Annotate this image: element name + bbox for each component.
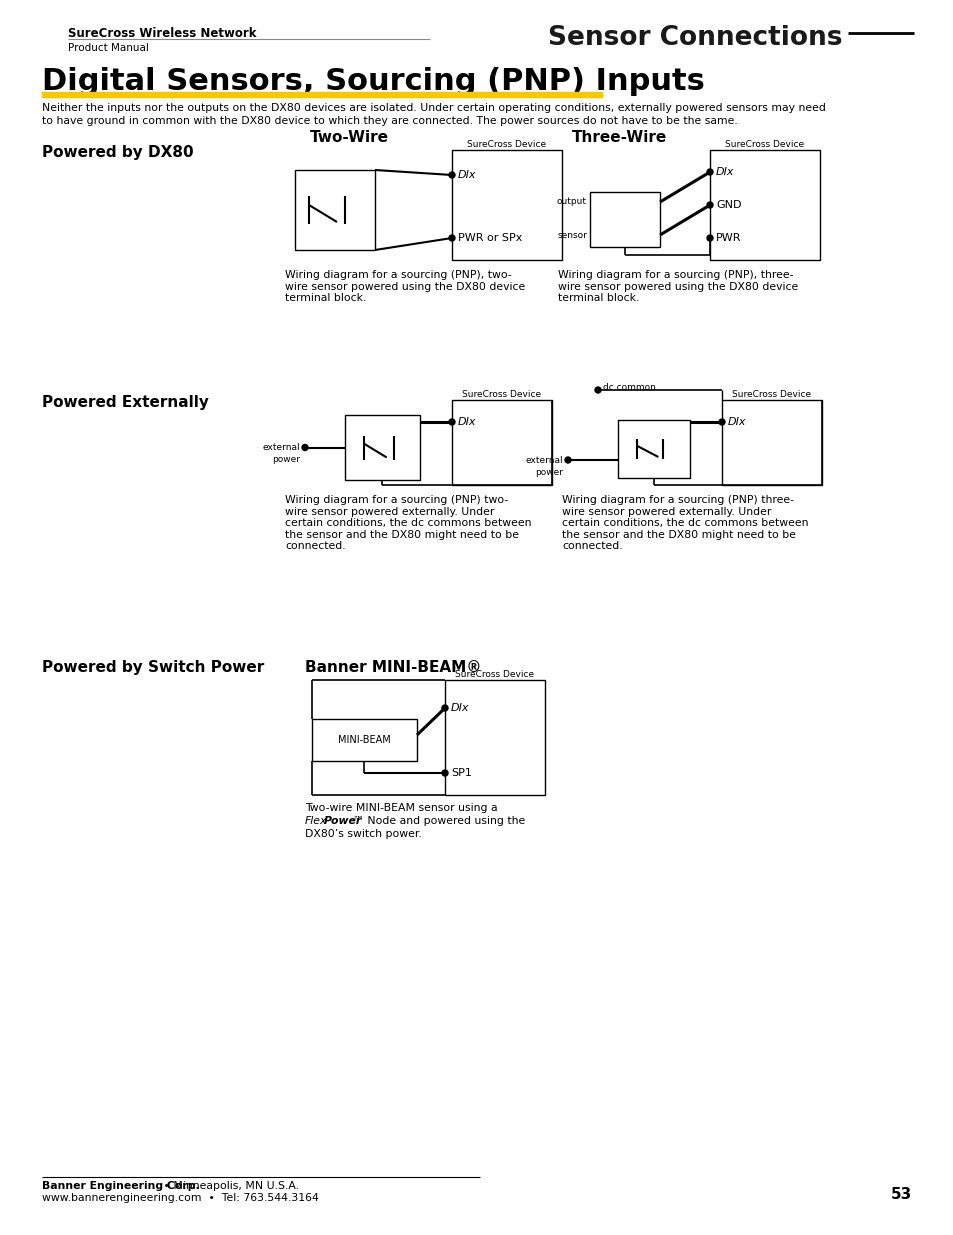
Bar xyxy=(709,149,820,261)
Text: SureCross Device: SureCross Device xyxy=(467,140,546,149)
Bar xyxy=(618,420,689,478)
Text: external: external xyxy=(525,456,562,466)
Text: Banner MINI-BEAM®: Banner MINI-BEAM® xyxy=(305,659,481,676)
Circle shape xyxy=(449,172,455,178)
Text: Two-wire MINI-BEAM sensor using a: Two-wire MINI-BEAM sensor using a xyxy=(305,803,500,813)
Text: external: external xyxy=(262,443,299,452)
Text: power: power xyxy=(535,468,562,477)
Text: Banner Engineering Corp.: Banner Engineering Corp. xyxy=(42,1181,199,1191)
Text: Product Manual: Product Manual xyxy=(68,43,149,53)
Text: SureCross Device: SureCross Device xyxy=(455,671,534,679)
Text: PWR or SPx: PWR or SPx xyxy=(457,233,522,243)
Text: DIx: DIx xyxy=(457,417,476,427)
Text: DX80’s switch power.: DX80’s switch power. xyxy=(305,829,421,839)
Circle shape xyxy=(706,203,712,207)
Text: ™ Node and powered using the: ™ Node and powered using the xyxy=(353,816,525,826)
Text: sensor: sensor xyxy=(557,231,586,240)
Text: DIx: DIx xyxy=(727,417,745,427)
Text: Wiring diagram for a sourcing (PNP), two-
wire sensor powered using the DX80 dev: Wiring diagram for a sourcing (PNP), two… xyxy=(285,270,525,304)
Text: DIx: DIx xyxy=(451,703,469,713)
Text: GND: GND xyxy=(716,200,740,210)
Circle shape xyxy=(706,235,712,241)
Text: • Minneapolis, MN U.S.A.: • Minneapolis, MN U.S.A. xyxy=(160,1181,298,1191)
Circle shape xyxy=(449,235,455,241)
Text: 53: 53 xyxy=(890,1187,911,1202)
Text: Digital Sensors, Sourcing (PNP) Inputs: Digital Sensors, Sourcing (PNP) Inputs xyxy=(42,67,704,96)
Bar xyxy=(452,400,552,485)
Text: Powered by Switch Power: Powered by Switch Power xyxy=(42,659,264,676)
Text: Neither the inputs nor the outputs on the DX80 devices are isolated. Under certa: Neither the inputs nor the outputs on th… xyxy=(42,103,825,112)
Text: Two-Wire: Two-Wire xyxy=(310,130,389,144)
Text: Wiring diagram for a sourcing (PNP) three-
wire sensor powered externally. Under: Wiring diagram for a sourcing (PNP) thre… xyxy=(561,495,807,551)
Text: PWR: PWR xyxy=(716,233,740,243)
Circle shape xyxy=(595,387,600,393)
Circle shape xyxy=(441,705,448,711)
Text: Powered by DX80: Powered by DX80 xyxy=(42,144,193,161)
Bar xyxy=(294,170,375,249)
Text: Powered Externally: Powered Externally xyxy=(42,395,209,410)
Text: Sensor Connections: Sensor Connections xyxy=(547,25,841,51)
Bar xyxy=(312,719,416,761)
Text: Power: Power xyxy=(324,816,362,826)
Text: www.bannerengineering.com  •  Tel: 763.544.3164: www.bannerengineering.com • Tel: 763.544… xyxy=(42,1193,318,1203)
Bar xyxy=(345,415,419,480)
Text: output: output xyxy=(557,198,586,206)
Bar xyxy=(444,680,544,795)
Text: Flex: Flex xyxy=(305,816,327,826)
Circle shape xyxy=(302,445,308,451)
Text: DIx: DIx xyxy=(716,167,734,177)
Circle shape xyxy=(719,419,724,425)
Text: Three-Wire: Three-Wire xyxy=(572,130,666,144)
Circle shape xyxy=(564,457,571,463)
Text: SureCross Wireless Network: SureCross Wireless Network xyxy=(68,27,256,40)
Bar xyxy=(721,400,821,485)
Text: Wiring diagram for a sourcing (PNP) two-
wire sensor powered externally. Under
c: Wiring diagram for a sourcing (PNP) two-… xyxy=(285,495,531,551)
Bar xyxy=(452,149,561,261)
Text: power: power xyxy=(272,456,299,464)
Text: SureCross Device: SureCross Device xyxy=(732,390,811,399)
Text: SP1: SP1 xyxy=(451,768,472,778)
Bar xyxy=(589,191,659,247)
Bar xyxy=(42,91,601,98)
Text: MINI-BEAM: MINI-BEAM xyxy=(337,735,391,745)
Text: SureCross Device: SureCross Device xyxy=(462,390,541,399)
Text: DIx: DIx xyxy=(457,170,476,180)
Text: dc common: dc common xyxy=(602,384,655,393)
Circle shape xyxy=(449,419,455,425)
Text: to have ground in common with the DX80 device to which they are connected. The p: to have ground in common with the DX80 d… xyxy=(42,116,737,126)
Circle shape xyxy=(441,769,448,776)
Text: SureCross Device: SureCross Device xyxy=(724,140,803,149)
Circle shape xyxy=(706,169,712,175)
Text: Wiring diagram for a sourcing (PNP), three-
wire sensor powered using the DX80 d: Wiring diagram for a sourcing (PNP), thr… xyxy=(558,270,798,304)
